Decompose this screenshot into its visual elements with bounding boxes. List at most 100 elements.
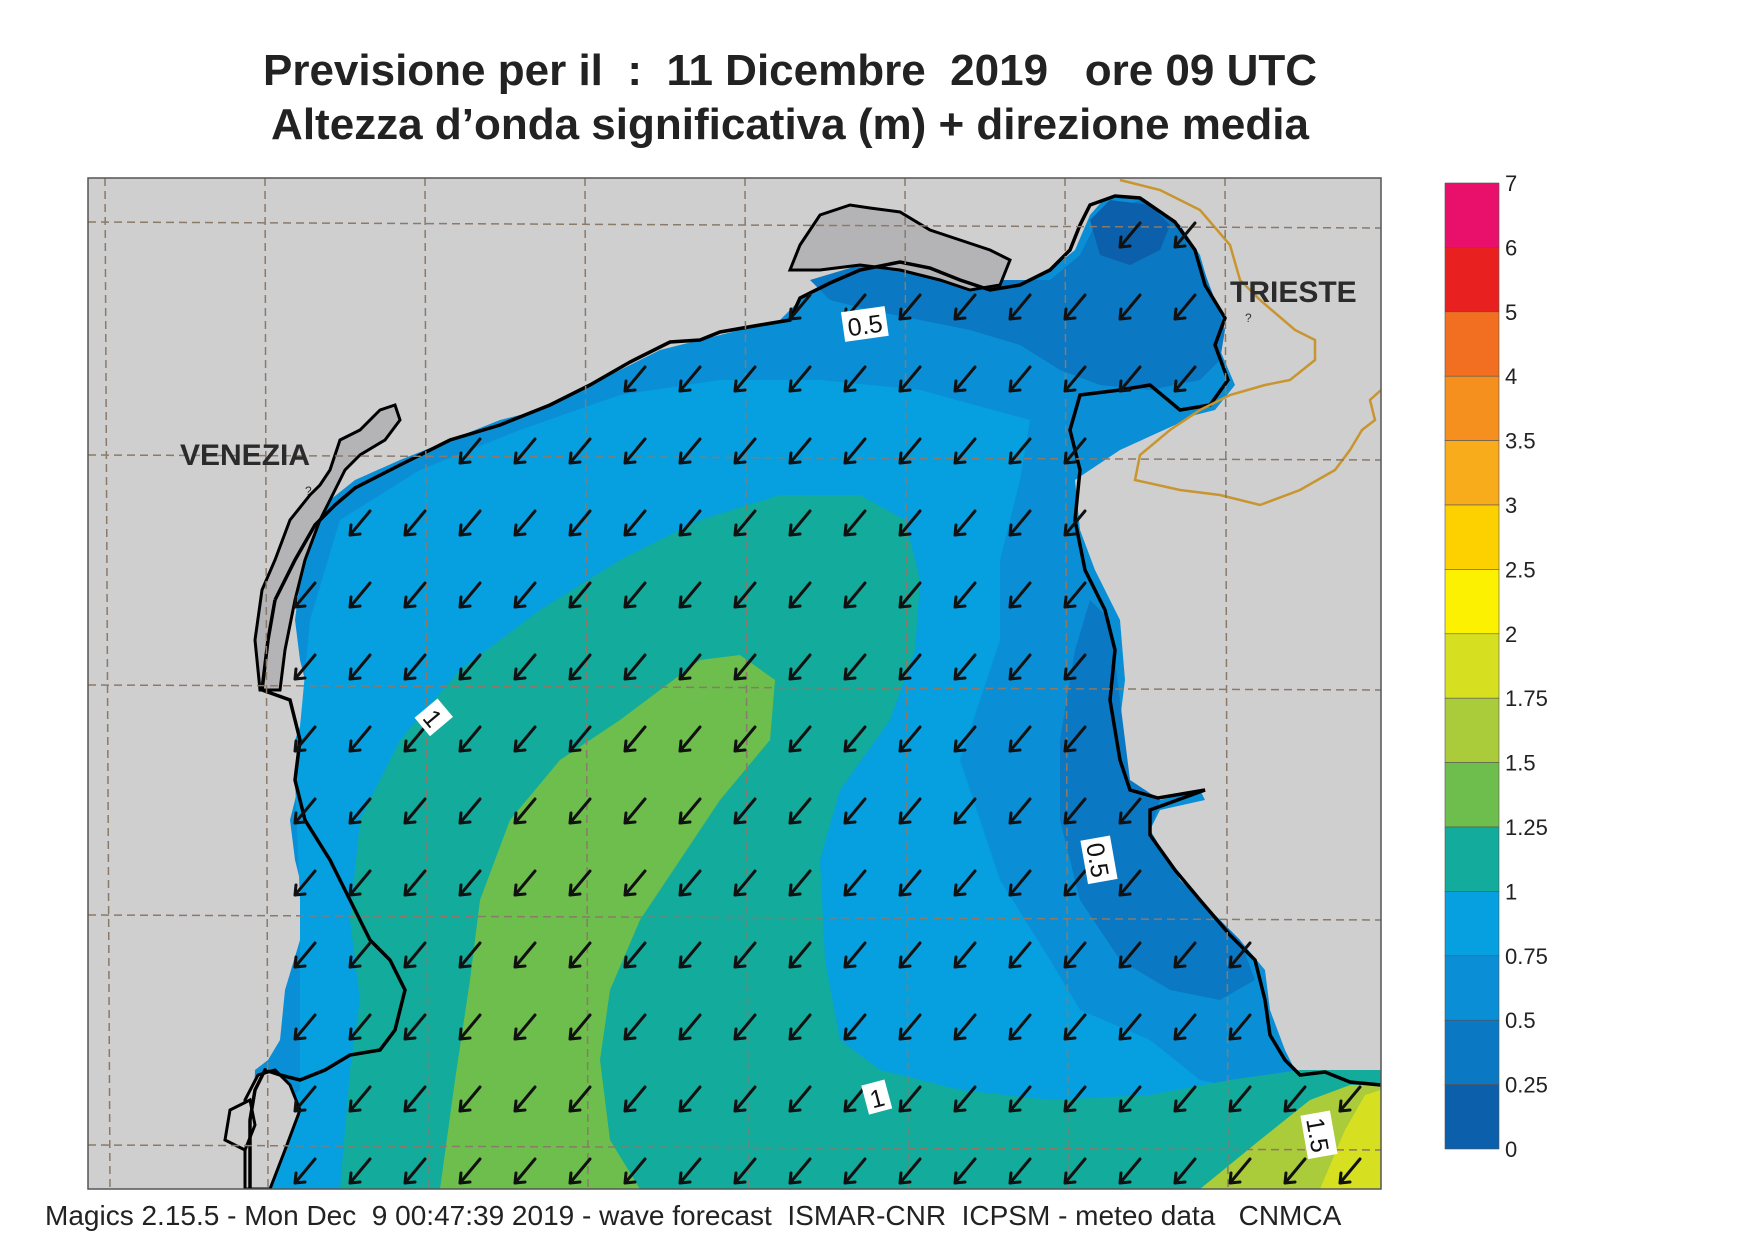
wave-direction-arrow	[733, 1157, 757, 1185]
wave-direction-arrow	[293, 725, 317, 753]
wave-direction-arrow	[1063, 1085, 1087, 1113]
legend-tick-label: 3.5	[1505, 429, 1536, 454]
wave-direction-arrow	[898, 581, 922, 609]
wave-direction-arrow	[1173, 1085, 1197, 1113]
wave-direction-arrow	[568, 1013, 592, 1041]
state-border	[1119, 178, 1382, 507]
legend-tick-label: 7	[1505, 171, 1517, 196]
wave-direction-arrow	[843, 1085, 867, 1113]
wave-direction-arrow	[953, 293, 977, 321]
wave-direction-arrow	[513, 797, 537, 825]
wave-direction-arrow	[513, 725, 537, 753]
wave-direction-arrow	[678, 653, 702, 681]
wave-direction-arrow	[458, 509, 482, 537]
wave-direction-arrow	[513, 437, 537, 465]
wave-direction-arrow	[623, 869, 647, 897]
wave-direction-arrow	[953, 581, 977, 609]
wave-direction-arrow	[623, 1013, 647, 1041]
wave-direction-arrow	[898, 437, 922, 465]
graticule	[87, 177, 1382, 1190]
wave-direction-arrow	[733, 437, 757, 465]
wave-direction-arrow	[678, 365, 702, 393]
legend-tick-label: 1	[1505, 879, 1517, 904]
legend-band	[1444, 182, 1500, 248]
legend-tick-label: 1.25	[1505, 815, 1548, 840]
wave-direction-arrow	[953, 1157, 977, 1185]
city-label-venezia: VENEZIA	[180, 439, 310, 472]
wave-band-0-0.25	[1090, 200, 1170, 265]
wave-direction-arrow	[1173, 941, 1197, 969]
wave-direction-arrow	[568, 1085, 592, 1113]
wave-direction-arrow	[568, 1157, 592, 1185]
wave-direction-arrow	[568, 509, 592, 537]
legend-tick-label: 0	[1505, 1137, 1517, 1158]
wave-direction-arrow	[1063, 581, 1087, 609]
wave-direction-arrow	[458, 797, 482, 825]
wave-band-1.75-2	[1320, 1090, 1381, 1189]
wave-direction-arrow	[1118, 797, 1142, 825]
wave-direction-arrow	[843, 797, 867, 825]
legend-band	[1444, 762, 1500, 828]
legend-tick-label: 2	[1505, 622, 1517, 647]
wave-direction-arrow	[1283, 1157, 1307, 1185]
legend-tick-label: 4	[1505, 364, 1517, 389]
wave-direction-arrow	[403, 1013, 427, 1041]
wave-direction-arrow	[953, 653, 977, 681]
wave-direction-arrow	[788, 797, 812, 825]
wave-direction-arrow	[1008, 797, 1032, 825]
wave-direction-arrow	[1008, 437, 1032, 465]
wave-direction-arrow	[1063, 797, 1087, 825]
legend-tick-label: 6	[1505, 235, 1517, 260]
wave-direction-arrow	[458, 725, 482, 753]
wave-direction-arrow	[568, 725, 592, 753]
wave-direction-arrow	[1118, 941, 1142, 969]
wave-direction-arrow	[513, 941, 537, 969]
contour-label-1-5: 1.5	[1300, 1116, 1334, 1155]
wave-direction-arrow	[623, 797, 647, 825]
wave-direction-arrow	[1118, 1085, 1142, 1113]
wave-direction-arrow	[788, 1085, 812, 1113]
wave-direction-arrow	[1008, 653, 1032, 681]
wave-direction-arrow	[1008, 581, 1032, 609]
legend-band	[1444, 633, 1500, 699]
legend-band	[1444, 826, 1500, 892]
legend-tick-labels: 7 6 5 4 3.5 3 2.5 2 1.75 1.5 1.25 1 0.75 0.5 0.25 0	[1505, 171, 1548, 1158]
wave-direction-arrow	[678, 941, 702, 969]
wave-direction-arrow	[1008, 365, 1032, 393]
wave-direction-arrow	[733, 653, 757, 681]
wave-direction-arrow	[898, 653, 922, 681]
wave-direction-arrow	[458, 1013, 482, 1041]
west-coastline	[248, 599, 407, 1189]
wave-direction-arrow	[843, 653, 867, 681]
wave-direction-arrow	[1283, 1085, 1307, 1113]
wave-direction-arrow	[458, 941, 482, 969]
wave-direction-arrow	[623, 725, 647, 753]
wave-direction-arrow	[733, 1013, 757, 1041]
wave-direction-arrow	[678, 1085, 702, 1113]
wave-direction-arrow	[293, 1157, 317, 1185]
wave-direction-arrow	[513, 1085, 537, 1113]
wave-direction-arrow	[458, 437, 482, 465]
wave-direction-arrow	[1118, 869, 1142, 897]
wave-direction-arrow	[788, 725, 812, 753]
wave-direction-arrow	[953, 365, 977, 393]
wave-direction-arrow	[458, 653, 482, 681]
wave-direction-arrow	[403, 797, 427, 825]
wave-direction-arrow	[568, 869, 592, 897]
wave-direction-arrow	[788, 1013, 812, 1041]
wave-direction-arrow	[953, 797, 977, 825]
wave-direction-arrow	[733, 869, 757, 897]
wave-direction-arrow	[1338, 1157, 1362, 1185]
legend-band	[1444, 440, 1500, 506]
wave-direction-arrow	[843, 725, 867, 753]
wave-direction-arrow	[678, 1157, 702, 1185]
wave-direction-arrow	[513, 581, 537, 609]
wave-direction-arrow	[293, 653, 317, 681]
legend-tick-label: 1.5	[1505, 751, 1536, 776]
legend-tick-label: 0.75	[1505, 944, 1548, 969]
wave-direction-arrow	[513, 869, 537, 897]
wave-direction-arrow	[568, 437, 592, 465]
wave-direction-arrow	[1008, 725, 1032, 753]
map-frame	[87, 177, 1382, 1190]
